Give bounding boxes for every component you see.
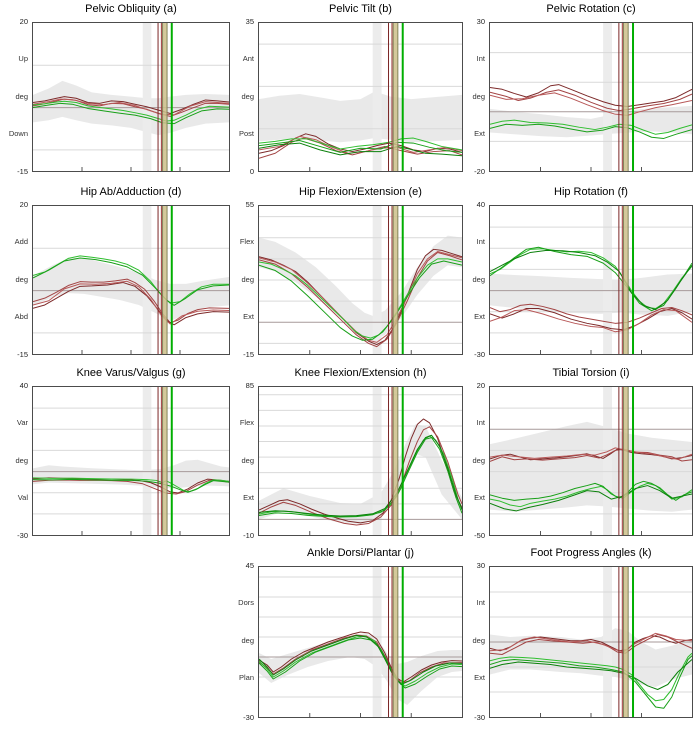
y-axis-max-label: 40: [19, 381, 28, 390]
y-axis-label-top: Flex: [239, 237, 254, 246]
y-axis-label-mid: deg: [241, 275, 254, 284]
y-axis-min-label: -15: [243, 350, 254, 359]
y-axis-label-bottom: Ext: [243, 312, 254, 321]
plot-area: [258, 22, 463, 172]
chart-title: Pelvic Rotation (c): [546, 3, 636, 15]
plot-area: [32, 22, 230, 172]
chart-title: Hip Rotation (f): [554, 186, 628, 198]
y-axis-max-label: 20: [19, 200, 28, 209]
y-axis-label-mid: deg: [241, 92, 254, 101]
plot-area: [489, 566, 693, 718]
subplot-pelvic-rotation: Pelvic Rotation (c) 30 -20 Int deg Ext: [463, 0, 697, 183]
y-axis-min-label: -15: [17, 350, 28, 359]
y-axis-max-label: 30: [476, 561, 485, 570]
y-axis-min-label: -20: [474, 167, 485, 176]
subplot-knee-varus-valgus: Knee Varus/Valgus (g) 40 -30 Var deg Val: [0, 364, 232, 544]
y-axis-max-label: 20: [19, 17, 28, 26]
chart-title: Pelvic Tilt (b): [329, 3, 392, 15]
empty-cell: [0, 544, 232, 729]
plot-area: [489, 22, 693, 172]
y-axis-max-label: 40: [476, 200, 485, 209]
chart-title: Foot Progress Angles (k): [530, 547, 652, 559]
subplot-ankle-dorsi-plantar: Ankle Dorsi/Plantar (j) 45 -30 Dors deg …: [232, 544, 463, 729]
subplot-tibial-torsion: Tibial Torsion (i) 20 -50 Int deg Ext: [463, 364, 697, 544]
y-axis-label-top: Ant: [242, 54, 254, 63]
y-axis-max-label: 45: [245, 561, 254, 570]
y-axis-label-bottom: Ext: [474, 129, 485, 138]
y-axis-label-top: Up: [18, 54, 28, 63]
y-axis-label-bottom: Plan: [238, 673, 254, 682]
y-axis-min-label: -10: [243, 531, 254, 540]
y-axis-max-label: 85: [245, 381, 254, 390]
plot-area: [32, 205, 230, 355]
y-axis-label-top: Dors: [238, 598, 254, 607]
y-axis-label-top: Int: [476, 237, 485, 246]
y-axis-label-mid: deg: [472, 636, 485, 645]
y-axis-min-label: -50: [474, 531, 485, 540]
y-axis-label-mid: deg: [472, 92, 485, 101]
plot-area: [258, 566, 463, 718]
y-axis-label-mid: deg: [472, 456, 485, 465]
y-axis-max-label: 30: [476, 17, 485, 26]
plot-area: [489, 386, 693, 536]
y-axis-label-mid: deg: [472, 275, 485, 284]
plot-area: [258, 386, 463, 536]
y-axis-label-bottom: Abd: [14, 312, 28, 321]
y-axis-label-mid: deg: [15, 456, 28, 465]
y-axis-max-label: 35: [245, 17, 254, 26]
subplot-pelvic-tilt: Pelvic Tilt (b) 35 0 Ant deg Post: [232, 0, 463, 183]
chart-title: Tibial Torsion (i): [552, 367, 630, 379]
y-axis-label-bottom: Ext: [474, 312, 485, 321]
chart-title: Hip Ab/Adduction (d): [80, 186, 182, 198]
y-axis-label-bottom: Post: [238, 129, 254, 138]
subplot-hip-rotation: Hip Rotation (f) 40 -30 Int deg Ext: [463, 183, 697, 364]
chart-title: Ankle Dorsi/Plantar (j): [307, 547, 414, 559]
y-axis-label-top: Int: [476, 54, 485, 63]
subplot-hip-abadduction: Hip Ab/Adduction (d) 20 -15 Add deg Abd: [0, 183, 232, 364]
subplot-pelvic-obliquity: Pelvic Obliquity (a) 20 -15 Up deg Down: [0, 0, 232, 183]
y-axis-min-label: -30: [243, 713, 254, 722]
subplot-hip-flexion-extension: Hip Flexion/Extension (e) 55 -15 Flex de…: [232, 183, 463, 364]
y-axis-label-bottom: Ext: [474, 493, 485, 502]
chart-title: Knee Varus/Valgus (g): [76, 367, 186, 379]
y-axis-max-label: 20: [476, 381, 485, 390]
plot-area: [32, 386, 230, 536]
chart-title: Knee Flexion/Extension (h): [294, 367, 427, 379]
y-axis-label-mid: deg: [241, 636, 254, 645]
subplot-knee-flexion-extension: Knee Flexion/Extension (h) 85 -10 Flex d…: [232, 364, 463, 544]
subplot-foot-progress-angles: Foot Progress Angles (k) 30 -30 Int deg …: [463, 544, 697, 729]
y-axis-min-label: -30: [474, 350, 485, 359]
y-axis-min-label: 0: [249, 167, 254, 176]
chart-title: Hip Flexion/Extension (e): [299, 186, 422, 198]
y-axis-label-bottom: Down: [8, 129, 28, 138]
y-axis-max-label: 55: [245, 200, 254, 209]
y-axis-label-top: Add: [14, 237, 28, 246]
y-axis-label-mid: deg: [15, 92, 28, 101]
chart-title: Pelvic Obliquity (a): [85, 3, 177, 15]
y-axis-min-label: -30: [17, 531, 28, 540]
y-axis-label-bottom: Ext: [243, 493, 254, 502]
plot-area: [258, 205, 463, 355]
y-axis-min-label: -30: [474, 713, 485, 722]
y-axis-label-top: Var: [16, 418, 28, 427]
y-axis-min-label: -15: [17, 167, 28, 176]
y-axis-label-top: Int: [476, 418, 485, 427]
y-axis-label-bottom: Val: [17, 493, 28, 502]
y-axis-label-top: Flex: [239, 418, 254, 427]
y-axis-label-top: Int: [476, 598, 485, 607]
plot-area: [489, 205, 693, 355]
y-axis-label-mid: deg: [15, 275, 28, 284]
y-axis-label-bottom: Ext: [474, 673, 485, 682]
y-axis-label-mid: deg: [241, 456, 254, 465]
